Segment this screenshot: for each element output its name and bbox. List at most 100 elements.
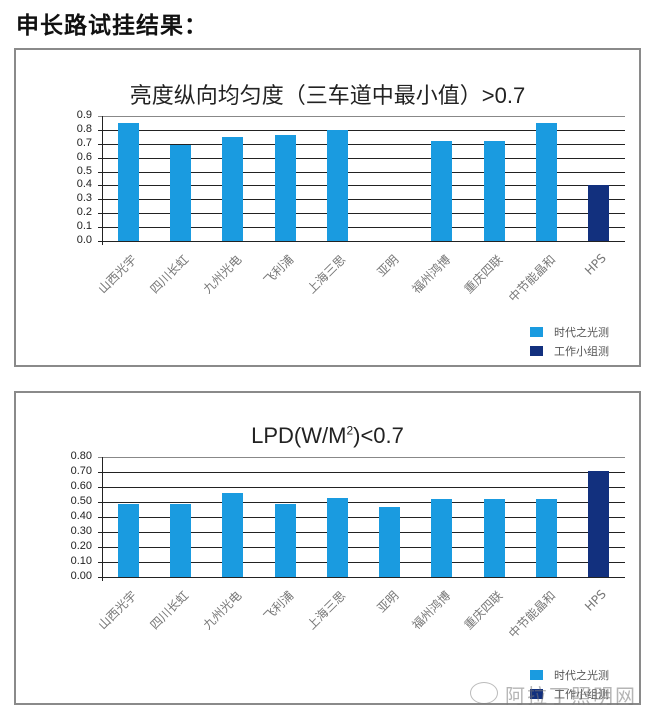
y-tick-label: 0.1 [76, 220, 92, 233]
gridline [98, 577, 625, 578]
bar-series1 [431, 499, 453, 577]
chart-title: 亮度纵向均匀度（三车道中最小值）>0.7 [129, 83, 526, 108]
chart-title-post: )<0.7 [353, 423, 404, 448]
legend-swatch [530, 326, 543, 337]
chart-panel-luminance-uniformity: 亮度纵向均匀度（三车道中最小值）>0.7 0.9 0.8 0.7 0.6 0.5 0.4 0… [14, 48, 641, 367]
gridline [98, 185, 625, 187]
y-tick-label: 0.00 [70, 570, 92, 582]
y-tick-label: 0.7 [76, 136, 92, 149]
gridline [98, 487, 625, 488]
gridline [98, 129, 625, 131]
gridline [98, 241, 625, 242]
bar-series1 [169, 503, 191, 577]
y-tick-label: 0.80 [70, 450, 92, 462]
legend-label: 时代之光测 [554, 325, 609, 339]
chart-panel-lpd: LPD(W/M2)<0.7 0.80 0.70 0.60 0.50 0.40 0.30 0.… [14, 391, 641, 705]
bar-series1 [222, 136, 244, 241]
y-tick-label: 0.60 [70, 480, 92, 492]
bar-series2 [588, 185, 610, 241]
x-tick-label: 上海三思 [304, 588, 349, 633]
y-tick-label: 0.20 [70, 540, 92, 552]
legend-item: 时代之光测 [530, 665, 609, 684]
legend: 时代之光测工作小组测 [530, 665, 609, 703]
bar-series1 [536, 122, 558, 241]
watermark: 阿拉丁照明网 [505, 684, 637, 708]
wechat-icon [470, 682, 498, 704]
x-tick-label: 九州光电 [200, 588, 245, 633]
chart-title: LPD(W/M2)<0.7 [16, 423, 639, 449]
bar-series1 [117, 503, 139, 577]
legend-label: 工作小组测 [554, 344, 609, 358]
x-tick-label: 飞利浦 [260, 252, 297, 288]
y-tick-label: 0.8 [76, 122, 92, 135]
x-tick-label: 亚明 [374, 588, 401, 616]
y-tick-label: 0.50 [70, 495, 92, 507]
x-tick-label: 福州鸿博 [409, 588, 454, 633]
y-tick-label: 0.40 [70, 510, 92, 522]
x-tick-label: 中节能晶和 [505, 252, 558, 305]
y-tick-label: 0.10 [70, 555, 92, 567]
y-axis [102, 457, 103, 581]
x-tick-label: 福州鸿博 [409, 252, 454, 297]
y-tick-label: 0.9 [76, 109, 92, 121]
y-tick-label: 0.6 [76, 150, 92, 163]
gridline [98, 472, 625, 473]
bar-series1 [326, 497, 348, 577]
y-tick-label: 0.4 [76, 178, 92, 191]
gridline [98, 143, 625, 145]
gridline [98, 199, 625, 201]
x-tick-label: 重庆四联 [461, 252, 506, 297]
bar-series1 [326, 129, 348, 241]
x-tick-label: 亚明 [374, 252, 401, 280]
gridline [98, 227, 625, 229]
y-tick-label: 0.2 [76, 206, 92, 219]
legend-swatch [530, 345, 543, 356]
chart-title-pre: LPD(W/M [251, 423, 347, 448]
gridline [98, 502, 625, 503]
y-tick-label: 0.70 [70, 465, 92, 477]
bar-series1 [536, 499, 558, 577]
legend-item: 时代之光测 [530, 322, 609, 341]
x-tick-label: 九州光电 [200, 252, 245, 297]
bar-series1 [379, 506, 401, 577]
y-tick-label: 0.30 [70, 525, 92, 537]
legend-label: 时代之光测 [554, 668, 609, 682]
x-tick-label: 飞利浦 [260, 588, 297, 624]
gridline [98, 517, 625, 518]
gridline [98, 562, 625, 563]
gridline [98, 547, 625, 548]
legend-swatch [530, 669, 543, 680]
page-title: 申长路试挂结果： [16, 13, 208, 39]
x-tick-label: 重庆四联 [461, 588, 506, 633]
legend-item: 工作小组测 [530, 684, 609, 703]
bar-series1 [274, 135, 296, 241]
bar-series1 [117, 122, 139, 241]
gridline [98, 532, 625, 533]
y-tick-label: 0.0 [76, 234, 92, 246]
x-tick-label: 中节能晶和 [505, 588, 558, 641]
gridline [98, 116, 625, 117]
bar-series2 [588, 470, 610, 577]
y-axis [102, 116, 103, 245]
legend-swatch [530, 688, 543, 699]
y-tick-label: 0.5 [76, 164, 92, 177]
chart-title-sup: 2 [346, 423, 354, 438]
y-tick-label: 0.3 [76, 192, 92, 205]
legend-item: 工作小组测 [530, 341, 609, 360]
legend: 时代之光测工作小组测 [530, 322, 609, 360]
bar-series1 [169, 145, 191, 241]
x-tick-label: 山西光宇 [95, 588, 140, 633]
x-tick-label: 四川长虹 [147, 588, 192, 633]
x-tick-label: 山西光宇 [95, 252, 140, 297]
legend-label: 工作小组测 [554, 687, 609, 701]
bar-series1 [483, 141, 505, 241]
bar-series1 [274, 503, 296, 577]
gridline [98, 157, 625, 159]
x-tick-label: HPS [581, 251, 609, 278]
bar-series1 [483, 499, 505, 577]
x-tick-label: 上海三思 [304, 252, 349, 297]
gridline [98, 457, 625, 458]
gridline [98, 213, 625, 215]
x-tick-label: HPS [581, 587, 609, 614]
x-tick-label: 四川长虹 [147, 252, 192, 297]
